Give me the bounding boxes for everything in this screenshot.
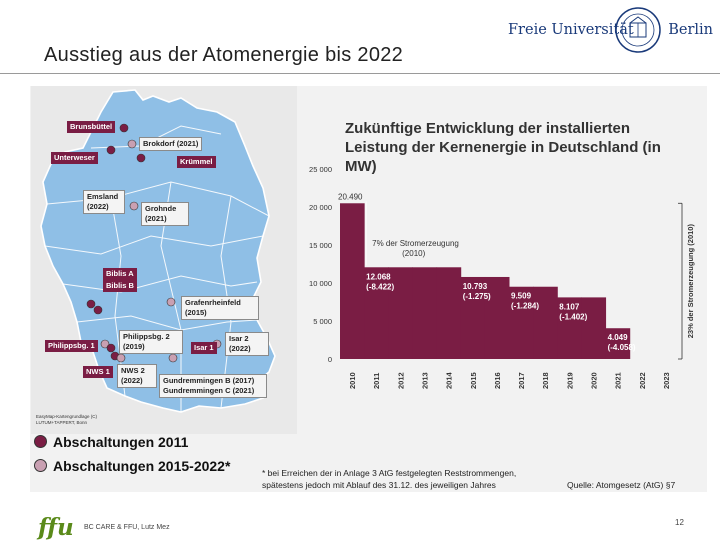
data-label-value: 9.509 bbox=[511, 292, 532, 301]
university-name-right: Berlin bbox=[668, 22, 713, 38]
capacity-bar bbox=[388, 267, 413, 359]
y-tick-label: 5 000 bbox=[313, 317, 332, 326]
x-tick-label: 2013 bbox=[421, 372, 430, 389]
plant-label: NWS 1 bbox=[83, 366, 113, 378]
plant-label: Unterweser bbox=[51, 152, 98, 164]
capacity-bar bbox=[460, 276, 486, 359]
capacity-bar bbox=[412, 267, 438, 359]
x-tick-label: 2022 bbox=[638, 372, 647, 389]
legend-item-2015-2022: Abschaltungen 2015-2022* bbox=[34, 458, 230, 474]
footnote: * bei Erreichen der in Anlage 3 AtG fest… bbox=[262, 467, 702, 491]
plant-label: Gundremmingen B (2017) Gundremmingen C (… bbox=[159, 374, 267, 398]
capacity-bar bbox=[340, 203, 365, 359]
legend-item-2011: Abschaltungen 2011 bbox=[34, 434, 188, 450]
footnote-line-1: * bei Erreichen der in Anlage 3 AtG fest… bbox=[262, 468, 517, 478]
bracket-7-box bbox=[368, 235, 461, 260]
capacity-chart: 0 5 000 10 000 15 000 20 000 25 000 2010 2011 20… bbox=[309, 165, 695, 389]
data-label-change: (-1.284) bbox=[511, 302, 539, 311]
chart-title: Zukünftige Entwicklung der installierten… bbox=[345, 120, 661, 175]
plant-dots bbox=[86, 123, 222, 363]
footer-text: BC CARE & FFU, Lutz Mez bbox=[84, 524, 170, 531]
page-number: 12 bbox=[675, 518, 684, 527]
data-label-start: 20.490 bbox=[338, 192, 363, 201]
x-tick-label: 2015 bbox=[469, 372, 478, 389]
plant-label: Biblis B bbox=[103, 280, 137, 292]
x-tick-label: 2011 bbox=[372, 373, 381, 389]
data-label-change: (-8.422) bbox=[366, 282, 394, 291]
ffu-logo: ffu bbox=[38, 514, 74, 541]
legend-dot-icon bbox=[34, 435, 47, 448]
source-note: Quelle: Atomgesetz (AtG) §7 bbox=[567, 480, 676, 490]
data-label-change: (-4.058) bbox=[608, 343, 636, 352]
legend-label: Abschaltungen 2015-2022* bbox=[53, 458, 231, 474]
x-tick-label: 2017 bbox=[517, 372, 526, 389]
plant-label: Krümmel bbox=[177, 156, 216, 168]
capacity-bar bbox=[364, 267, 389, 359]
x-tick-label: 2019 bbox=[565, 372, 574, 389]
y-tick-label: 20 000 bbox=[309, 203, 332, 212]
data-label-change: (-1.275) bbox=[463, 292, 491, 301]
data-label-value: 12.068 bbox=[366, 272, 391, 281]
data-label-value: 10.793 bbox=[463, 282, 488, 291]
bracket-23-label: 23% der Stromerzeugung (2010) bbox=[686, 224, 695, 339]
legend-label: Abschaltungen 2011 bbox=[53, 434, 189, 450]
bracket-7-label: 7% der Stromerzeugung bbox=[372, 239, 459, 248]
x-tick-label: 2018 bbox=[541, 372, 550, 389]
header-rule bbox=[0, 73, 720, 74]
plant-label: Grohnde (2021) bbox=[141, 202, 189, 226]
legend-dot-icon bbox=[34, 459, 47, 472]
data-label-value: 8.107 bbox=[559, 302, 580, 311]
plant-label: Emsland (2022) bbox=[83, 190, 125, 214]
x-tick-label: 2014 bbox=[445, 371, 454, 389]
x-tick-label: 2010 bbox=[348, 372, 357, 389]
footnote-line-2: spätestens jedoch mit Ablauf des 31.12. … bbox=[262, 480, 496, 490]
capacity-bar bbox=[533, 286, 558, 359]
capacity-bar bbox=[484, 276, 510, 359]
y-tick-label: 15 000 bbox=[309, 241, 332, 250]
data-label-change: (-1.402) bbox=[559, 312, 587, 321]
capacity-bar bbox=[509, 286, 534, 359]
capacity-bar bbox=[605, 328, 631, 359]
capacity-bar bbox=[557, 297, 582, 359]
map-credit: EasyMap-Kartengrundlage (C) LUTUM+TAPPER… bbox=[36, 414, 98, 425]
germany-map: Brunsbüttel Brokdorf (2021) Unterweser K… bbox=[31, 86, 297, 434]
plant-label: Isar 2 (2022) bbox=[225, 332, 269, 356]
x-tick-label: 2012 bbox=[396, 372, 405, 389]
plant-label: Biblis A bbox=[103, 268, 137, 280]
slide-title: Ausstieg aus der Atomenergie bis 2022 bbox=[44, 44, 404, 66]
x-tick-label: 2016 bbox=[493, 372, 502, 389]
data-label-value: 4.049 bbox=[608, 333, 629, 342]
plant-label: NWS 2 (2022) bbox=[117, 364, 157, 388]
x-tick-label: 2021 bbox=[614, 372, 623, 389]
x-tick-label: 2023 bbox=[662, 372, 671, 389]
bracket-7-year: (2010) bbox=[402, 249, 425, 258]
plant-label: Brunsbüttel bbox=[67, 121, 116, 133]
capacity-bar bbox=[581, 297, 607, 359]
plant-label: Philippsbg. 2 (2019) bbox=[119, 330, 183, 354]
x-tick-label: 2020 bbox=[590, 372, 599, 389]
plant-label: Grafenrheinfeld (2015) bbox=[181, 296, 259, 320]
university-name-left: Freie Universität bbox=[508, 22, 634, 38]
y-tick-label: 10 000 bbox=[309, 279, 332, 288]
university-logo: Freie Universität Berlin bbox=[508, 6, 713, 60]
y-tick-label: 25 000 bbox=[309, 165, 332, 174]
plant-label: Isar 1 bbox=[191, 342, 217, 354]
plant-label: Philippsbg. 1 bbox=[45, 340, 98, 352]
fu-berlin-seal-icon bbox=[615, 7, 661, 53]
plant-label: Brokdorf (2021) bbox=[139, 137, 203, 151]
y-tick-label: 0 bbox=[328, 355, 332, 364]
capacity-bar bbox=[436, 267, 462, 359]
